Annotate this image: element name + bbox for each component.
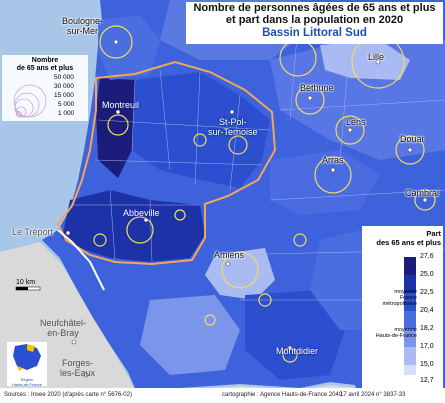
footer-cartography: cartographie : Agence Hauts-de-France 20… <box>222 392 343 398</box>
circle-montreuil <box>107 114 129 136</box>
map-title-line2: et part dans la population en 2020 <box>225 14 404 26</box>
footer-sources: Sources : Insee 2020 (d'après carte n° 5… <box>4 392 132 398</box>
share-legend: Part des 65 ans et plus 27,6 25,0 22,5 20… <box>362 226 443 388</box>
logo-text-2: Hauts-de-France <box>11 382 42 387</box>
share-ramp-segment <box>404 347 416 365</box>
circle-lens <box>335 115 365 145</box>
circle-abbeville <box>126 216 154 244</box>
share-ramp-segment <box>404 329 416 347</box>
circle-misc-6 <box>293 233 307 247</box>
size-legend-value: 5 000 <box>58 101 75 108</box>
circle-misc-2 <box>174 209 186 221</box>
basin-outline <box>56 60 277 266</box>
zone-amiens <box>205 248 275 300</box>
circle-misc-5 <box>204 314 216 326</box>
share-tick: 15,0 <box>420 361 434 368</box>
size-legend-value: 1 000 <box>58 110 75 117</box>
circle-bethune <box>295 85 325 115</box>
share-ramp-segment <box>404 365 416 375</box>
zone-mid2 <box>62 190 205 262</box>
town-label-bethune: Béthune <box>300 83 334 93</box>
size-legend-value: 30 000 <box>54 83 74 90</box>
size-legend-circles <box>13 84 47 118</box>
town-label-stpol: St-Pol-sur-Ternoise <box>208 117 258 137</box>
footer: Sources : Insee 2020 (d'après carte n° 5… <box>0 388 445 403</box>
share-ramp-segment <box>404 311 416 329</box>
ref-hdf-label: moyenne Hauts-de-France <box>375 327 417 339</box>
circle-boulogne <box>99 25 133 59</box>
size-legend: Nombre de 65 ans et plus 50 000 30 000 1… <box>2 57 88 119</box>
size-legend-title-1: Nombre <box>31 57 59 64</box>
circle-misc-3 <box>93 233 107 247</box>
town-dots <box>65 39 428 378</box>
region-logo: Région Hauts-de-France <box>7 342 47 387</box>
town-label-le-treport: Le Tréport <box>12 227 54 237</box>
share-tick: 18,2 <box>420 325 434 332</box>
circle-cambrai <box>414 189 436 211</box>
zone-southeast <box>310 230 362 330</box>
share-tick: 25,0 <box>420 271 434 278</box>
town-label-lens: Lens <box>346 117 366 127</box>
share-tick: 17,0 <box>420 343 434 350</box>
size-legend-title-2: de 65 ans et plus <box>16 65 74 72</box>
size-legend-value: 15 000 <box>54 92 74 99</box>
zone-coast <box>98 15 160 80</box>
town-label-neufchatel: Neufchâtel-en-Bray <box>40 318 87 338</box>
share-tick: 12,7 <box>420 377 434 384</box>
scale-label: 10 km <box>16 279 36 286</box>
circle-stpol <box>228 135 248 155</box>
map-subtitle: Bassin Littoral Sud <box>262 27 367 39</box>
circle-arras <box>314 156 352 194</box>
share-ramp-segment <box>404 293 416 311</box>
coastline <box>57 229 105 291</box>
zone-dark <box>96 78 135 178</box>
zone-mid <box>132 72 270 188</box>
share-ramp-segment <box>404 257 416 275</box>
town-label-montreuil: Montreuil <box>102 100 140 110</box>
population-circles <box>93 25 436 363</box>
zone-east2 <box>270 150 380 215</box>
share-tick: 20,4 <box>420 307 434 314</box>
town-label-forges: Forges-les-Eaux <box>60 358 96 378</box>
footer-date: 17 avril 2024 n° 3837-33 <box>340 392 406 398</box>
share-legend-title: Part des 65 ans et plus <box>376 229 441 247</box>
circle-amiens <box>221 251 259 289</box>
title-box: Nombre de personnes âgées de 65 ans et p… <box>186 2 443 44</box>
share-tick: 27,6 <box>420 253 434 260</box>
town-label-amiens: Amiens <box>214 250 245 260</box>
circle-douai <box>395 135 425 165</box>
town-label-lille: Lille <box>368 52 385 62</box>
town-label-montdidier: Montdidier <box>276 346 319 356</box>
town-label-arras: Arras <box>322 155 344 165</box>
circle-misc-4 <box>258 293 272 307</box>
share-ramp-segment <box>404 275 416 293</box>
share-tick: 22,5 <box>420 289 434 296</box>
zone-light <box>320 40 410 80</box>
town-label-douai: Douai <box>400 134 424 144</box>
zone-south-light <box>140 295 240 375</box>
size-legend-value: 50 000 <box>54 74 74 81</box>
scale-bar <box>15 286 41 291</box>
logo-text-1: Région <box>20 377 34 382</box>
map-title-line1: Nombre de personnes âgées de 65 ans et p… <box>193 2 436 14</box>
town-label-boulogne: Boulogne-sur-Mer <box>62 16 104 36</box>
france-map-icon <box>13 344 41 371</box>
zone-south-dark <box>245 290 345 380</box>
ref-france-label: moyenne France métropolitaine <box>382 289 417 307</box>
town-label-cambrai: Cambrai <box>405 188 440 198</box>
town-label-abbeville: Abbeville <box>123 208 160 218</box>
circle-misc-1 <box>193 133 207 147</box>
